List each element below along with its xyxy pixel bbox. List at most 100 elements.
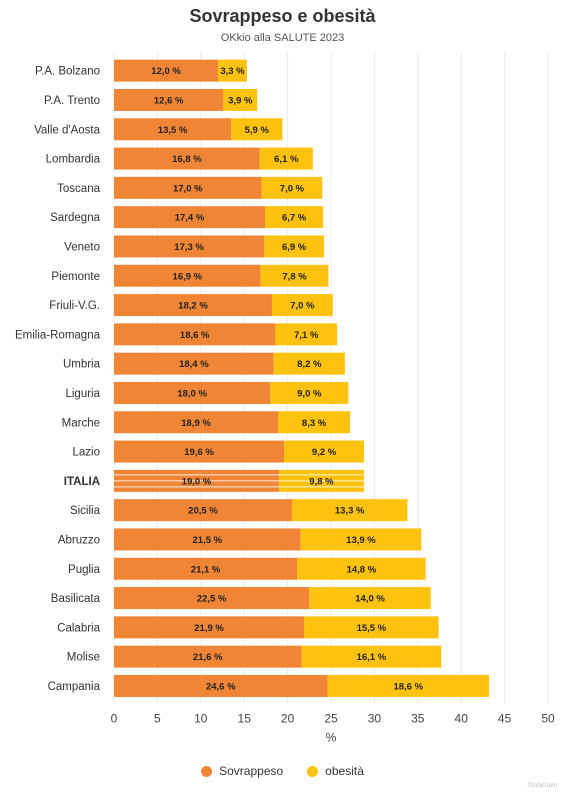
x-tick-label: 50 bbox=[541, 712, 555, 726]
legend-label-obesita: obesità bbox=[325, 764, 364, 778]
data-label: 13,3 % bbox=[335, 506, 365, 517]
bar-sovrappeso[interactable] bbox=[114, 381, 271, 404]
data-label: 16,9 % bbox=[173, 271, 203, 282]
bar-obesita[interactable] bbox=[301, 645, 442, 668]
bar-sovrappeso[interactable] bbox=[114, 176, 262, 199]
bar-obesita[interactable] bbox=[309, 587, 431, 610]
legend-item-obesita[interactable]: obesità bbox=[307, 764, 364, 778]
category-label: Marche bbox=[62, 417, 100, 429]
bar-obesita[interactable] bbox=[275, 323, 338, 346]
bar-sovrappeso[interactable] bbox=[114, 59, 219, 82]
data-label: 16,8 % bbox=[172, 154, 202, 165]
data-label: 7,8 % bbox=[282, 271, 307, 282]
bar-sovrappeso[interactable] bbox=[114, 323, 276, 346]
data-label: 6,7 % bbox=[282, 213, 307, 224]
category-label: Sicilia bbox=[70, 505, 101, 517]
legend-item-sovrappeso[interactable]: Sovrappeso bbox=[201, 764, 283, 778]
category-label: P.A. Bolzano bbox=[35, 66, 100, 78]
bar-sovrappeso[interactable] bbox=[114, 557, 298, 580]
data-label: 18,9 % bbox=[181, 418, 211, 429]
data-label: 18,0 % bbox=[177, 388, 207, 399]
bar-sovrappeso[interactable] bbox=[114, 294, 272, 317]
category-label: Toscana bbox=[57, 183, 100, 195]
x-tick-label: 10 bbox=[194, 712, 208, 726]
data-label: 17,3 % bbox=[174, 242, 204, 253]
data-label: 19,6 % bbox=[184, 447, 214, 458]
bar-obesita[interactable] bbox=[304, 616, 439, 639]
data-label: 19,0 % bbox=[182, 476, 212, 487]
bar-sovrappeso[interactable] bbox=[114, 587, 310, 610]
bar-sovrappeso[interactable] bbox=[114, 352, 274, 375]
bar-obesita[interactable] bbox=[231, 118, 283, 141]
legend-swatch-obesita bbox=[307, 765, 319, 777]
bar-sovrappeso[interactable] bbox=[114, 645, 302, 668]
category-label: Abruzzo bbox=[58, 534, 100, 546]
data-label: 12,0 % bbox=[151, 66, 181, 77]
category-label: Piemonte bbox=[51, 271, 100, 283]
category-label: Umbria bbox=[63, 359, 101, 371]
bar-sovrappeso[interactable] bbox=[114, 674, 328, 697]
bar-obesita[interactable] bbox=[265, 206, 324, 229]
chart-subtitle: OKkio alla SALUTE 2023 bbox=[220, 32, 345, 44]
data-label: 14,0 % bbox=[355, 594, 385, 605]
bar-sovrappeso[interactable] bbox=[114, 411, 279, 434]
data-label: 9,0 % bbox=[297, 388, 322, 399]
bar-sovrappeso[interactable] bbox=[114, 88, 224, 111]
x-tick-label: 35 bbox=[411, 712, 425, 726]
category-label: ITALIA bbox=[64, 476, 100, 488]
data-label: 3,3 % bbox=[220, 66, 245, 77]
bar-obesita[interactable] bbox=[271, 294, 333, 317]
bar-sovrappeso[interactable] bbox=[114, 147, 260, 170]
bar-obesita[interactable] bbox=[278, 411, 351, 434]
data-label: 18,2 % bbox=[178, 301, 208, 312]
legend-label-sovrappeso: Sovrappeso bbox=[219, 764, 284, 778]
bar-obesita[interactable] bbox=[218, 59, 247, 82]
bar-obesita[interactable] bbox=[300, 528, 422, 551]
data-label: 17,0 % bbox=[173, 183, 203, 194]
x-tick-label: 30 bbox=[368, 712, 382, 726]
category-label: Molise bbox=[67, 652, 100, 664]
bar-sovrappeso[interactable] bbox=[114, 206, 266, 229]
x-tick-label: 20 bbox=[281, 712, 295, 726]
data-label: 16,1 % bbox=[357, 652, 387, 663]
bar-obesita[interactable] bbox=[260, 264, 329, 287]
data-label: 21,9 % bbox=[194, 623, 224, 634]
bar-obesita[interactable] bbox=[297, 557, 426, 580]
category-label: Calabria bbox=[57, 622, 100, 634]
data-label: 3,9 % bbox=[228, 95, 253, 106]
data-label: 17,4 % bbox=[175, 213, 205, 224]
data-label: 8,3 % bbox=[302, 418, 327, 429]
category-label: Sardegna bbox=[50, 212, 100, 224]
x-tick-label: 15 bbox=[238, 712, 252, 726]
data-label: 20,5 % bbox=[188, 506, 218, 517]
bar-sovrappeso[interactable] bbox=[114, 499, 292, 522]
bar-obesita[interactable] bbox=[270, 381, 349, 404]
data-label: 21,6 % bbox=[193, 652, 223, 663]
bar-sovrappeso[interactable] bbox=[114, 264, 261, 287]
bar-obesita[interactable] bbox=[259, 147, 313, 170]
bar-sovrappeso[interactable] bbox=[114, 440, 285, 463]
bar-sovrappeso[interactable] bbox=[114, 235, 265, 258]
bar-obesita[interactable] bbox=[273, 352, 345, 375]
bar-sovrappeso[interactable] bbox=[114, 616, 305, 639]
data-label: 6,9 % bbox=[282, 242, 307, 253]
bar-sovrappeso[interactable] bbox=[114, 118, 232, 141]
category-label: Basilicata bbox=[51, 593, 101, 605]
bar-obesita[interactable] bbox=[261, 176, 323, 199]
x-axis-title: % bbox=[326, 731, 337, 745]
data-label: 13,9 % bbox=[346, 535, 376, 546]
data-label: 22,5 % bbox=[197, 594, 227, 605]
x-tick-label: 40 bbox=[455, 712, 469, 726]
bar-obesita[interactable] bbox=[264, 235, 325, 258]
x-tick-label: 45 bbox=[498, 712, 512, 726]
bar-sovrappeso[interactable] bbox=[114, 528, 301, 551]
category-label: Lombardia bbox=[46, 154, 101, 166]
bar-obesita[interactable] bbox=[291, 499, 408, 522]
bar-obesita[interactable] bbox=[327, 674, 489, 697]
data-label: 21,5 % bbox=[193, 535, 223, 546]
bar-obesita[interactable] bbox=[223, 88, 258, 111]
data-label: 7,1 % bbox=[294, 330, 319, 341]
data-label: 5,9 % bbox=[245, 125, 270, 136]
data-label: 18,6 % bbox=[393, 681, 423, 692]
bar-obesita[interactable] bbox=[284, 440, 364, 463]
